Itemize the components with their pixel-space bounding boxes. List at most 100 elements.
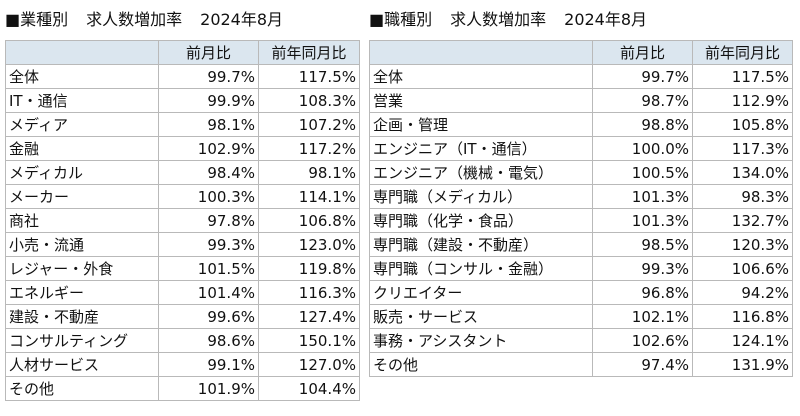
industry-table-title: ■業種別 求人数増加率 2024年8月 [5,0,361,40]
occupation-table-row: 専門職（コンサル・金融） 99.3% 106.6% [369,256,793,281]
occupation-row-mom-value: 99.3% [592,256,693,281]
industry-row-mom-value: 100.3% [158,184,259,209]
occupation-table-row: 事務・アシスタント 102.6% 124.1% [369,328,793,353]
industry-row-label: メディカル [5,160,159,185]
industry-title-period: 2024年8月 [200,10,284,29]
industry-row-mom-value: 101.4% [158,280,259,305]
occupation-row-label: 専門職（コンサル・金融） [369,256,593,281]
occupation-row-yoy-value: 120.3% [692,232,793,257]
industry-table-row: メディア 98.1% 107.2% [5,112,360,137]
industry-row-mom-value: 99.7% [158,64,259,89]
occupation-row-yoy-value: 105.8% [692,112,793,137]
occupation-header-label [369,40,593,65]
industry-row-mom-value: 102.9% [158,136,259,161]
occupation-header-mom: 前月比 [592,40,693,65]
industry-row-mom-value: 101.9% [158,376,259,401]
occupation-table-row: その他 97.4% 131.9% [369,352,793,377]
occupation-row-mom-value: 100.5% [592,160,693,185]
industry-header-label [5,40,159,65]
occupation-row-yoy-value: 134.0% [692,160,793,185]
occupation-table-row: 専門職（化学・食品） 101.3% 132.7% [369,208,793,233]
occupation-row-mom-value: 98.5% [592,232,693,257]
occupation-row-mom-value: 96.8% [592,280,693,305]
industry-table-row: IT・通信 99.9% 108.3% [5,88,360,113]
occupation-table-row: 販売・サービス 102.1% 116.8% [369,304,793,329]
occupation-row-yoy-value: 117.5% [692,64,793,89]
occupation-row-mom-value: 101.3% [592,184,693,209]
occupation-row-label: 専門職（化学・食品） [369,208,593,233]
occupation-row-mom-value: 99.7% [592,64,693,89]
industry-row-mom-value: 98.1% [158,112,259,137]
industry-table-row: コンサルティング 98.6% 150.1% [5,328,360,353]
occupation-row-mom-value: 100.0% [592,136,693,161]
industry-row-label: IT・通信 [5,88,159,113]
occupation-row-label: 専門職（メディカル） [369,184,593,209]
occupation-table-row: エンジニア（IT・通信） 100.0% 117.3% [369,136,793,161]
occupation-table-row: 企画・管理 98.8% 105.8% [369,112,793,137]
industry-table-row: 人材サービス 99.1% 127.0% [5,352,360,377]
industry-row-yoy-value: 104.4% [258,376,360,401]
industry-row-yoy-value: 127.4% [258,304,360,329]
occupation-row-label: 販売・サービス [369,304,593,329]
industry-row-yoy-value: 150.1% [258,328,360,353]
occupation-table-row: 専門職（建設・不動産） 98.5% 120.3% [369,232,793,257]
industry-header-row: 前月比 前年同月比 [5,40,360,65]
industry-row-mom-value: 99.6% [158,304,259,329]
occupation-title-main: 求人数増加率 [450,10,547,29]
occupation-row-label: クリエイター [369,280,593,305]
industry-row-yoy-value: 116.3% [258,280,360,305]
occupation-row-mom-value: 98.7% [592,88,693,113]
occupation-row-label: その他 [369,352,593,377]
industry-row-label: 商社 [5,208,159,233]
industry-row-label: 金融 [5,136,159,161]
industry-row-label: メディア [5,112,159,137]
occupation-row-mom-value: 102.1% [592,304,693,329]
industry-row-mom-value: 98.4% [158,160,259,185]
occupation-header-yoy: 前年同月比 [692,40,793,65]
occupation-row-label: エンジニア（機械・電気） [369,160,593,185]
industry-row-label: その他 [5,376,159,401]
industry-table-row: メディカル 98.4% 98.1% [5,160,360,185]
industry-row-mom-value: 98.6% [158,328,259,353]
industry-table-row: 建設・不動産 99.6% 127.4% [5,304,360,329]
occupation-row-mom-value: 102.6% [592,328,693,353]
industry-table-row: 商社 97.8% 106.8% [5,208,360,233]
occupation-row-label: 営業 [369,88,593,113]
industry-row-mom-value: 101.5% [158,256,259,281]
industry-table: 前月比 前年同月比 全体 99.7% 117.5% IT・通信 99.9% 108.3% メ… [5,40,360,401]
occupation-panel: ■職種別 求人数増加率 2024年8月 前月比 前年同月比 全体 99.7% 117… [369,0,794,377]
industry-title-main: 求人数増加率 [86,10,183,29]
occupation-table-row: 全体 99.7% 117.5% [369,64,793,89]
occupation-row-label: 事務・アシスタント [369,328,593,353]
occupation-row-yoy-value: 94.2% [692,280,793,305]
industry-panel: ■業種別 求人数増加率 2024年8月 前月比 前年同月比 全体 99.7% 117… [5,0,361,401]
occupation-row-yoy-value: 124.1% [692,328,793,353]
occupation-row-yoy-value: 98.3% [692,184,793,209]
industry-table-row: レジャー・外食 101.5% 119.8% [5,256,360,281]
occupation-row-label: 企画・管理 [369,112,593,137]
occupation-table-row: 営業 98.7% 112.9% [369,88,793,113]
industry-table-row: 小売・流通 99.3% 123.0% [5,232,360,257]
occupation-row-yoy-value: 131.9% [692,352,793,377]
industry-header-yoy: 前年同月比 [258,40,360,65]
industry-row-yoy-value: 107.2% [258,112,360,137]
industry-row-label: エネルギー [5,280,159,305]
industry-row-label: メーカー [5,184,159,209]
occupation-row-yoy-value: 112.9% [692,88,793,113]
occupation-table-row: エンジニア（機械・電気） 100.5% 134.0% [369,160,793,185]
industry-row-yoy-value: 98.1% [258,160,360,185]
industry-row-mom-value: 99.3% [158,232,259,257]
occupation-header-row: 前月比 前年同月比 [369,40,793,65]
industry-row-label: 小売・流通 [5,232,159,257]
industry-title-prefix: ■業種別 [5,10,69,29]
industry-row-yoy-value: 114.1% [258,184,360,209]
industry-row-yoy-value: 117.2% [258,136,360,161]
industry-row-yoy-value: 106.8% [258,208,360,233]
industry-row-label: コンサルティング [5,328,159,353]
occupation-row-label: 専門職（建設・不動産） [369,232,593,257]
industry-row-label: レジャー・外食 [5,256,159,281]
industry-row-mom-value: 99.9% [158,88,259,113]
industry-row-yoy-value: 123.0% [258,232,360,257]
industry-row-yoy-value: 127.0% [258,352,360,377]
occupation-row-yoy-value: 106.6% [692,256,793,281]
